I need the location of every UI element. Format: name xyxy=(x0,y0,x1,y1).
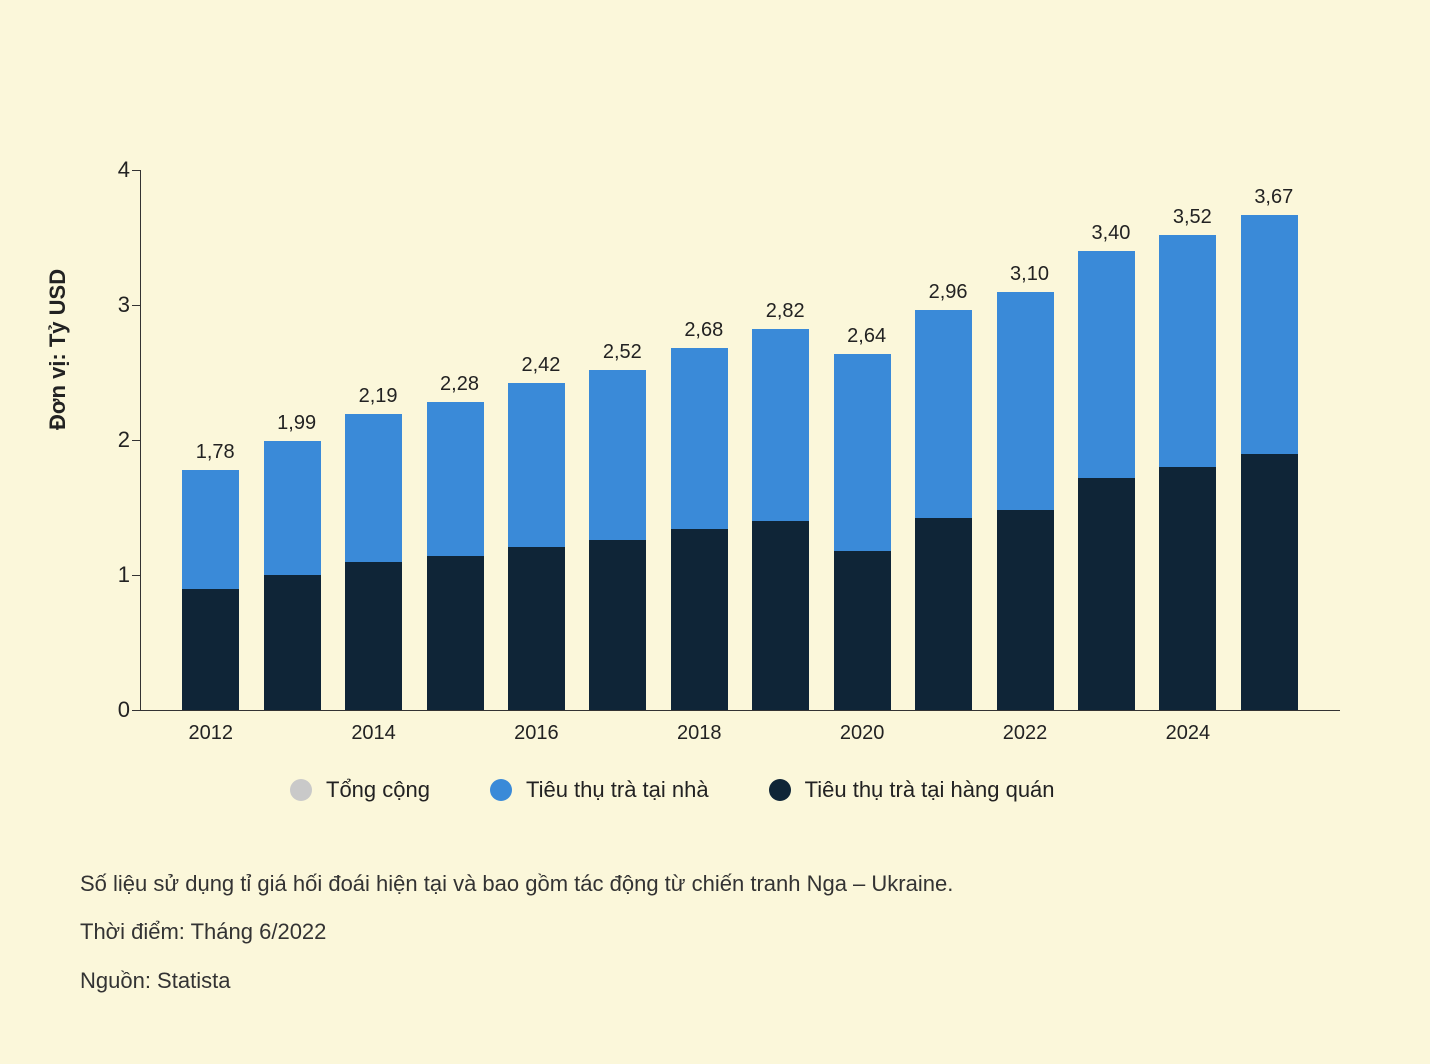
x-tick-label: 2020 xyxy=(840,722,885,745)
bar-group: 1,78 xyxy=(182,470,239,710)
bar-segment-at_home xyxy=(427,402,484,556)
footnote-main: Số liệu sử dụng tỉ giá hối đoái hiện tại… xyxy=(80,860,953,908)
footnote-source: Nguồn: Statista xyxy=(80,957,953,1005)
bar-segment-out_of_home xyxy=(345,562,402,711)
bar-segment-out_of_home xyxy=(1078,478,1135,710)
legend-label-at-home: Tiêu thụ trà tại nhà xyxy=(526,777,709,803)
bar-segment-at_home xyxy=(264,441,321,575)
bar-group: 3,10 xyxy=(997,292,1054,711)
x-tick-label: 2018 xyxy=(677,722,722,745)
x-tick-label: 2024 xyxy=(1166,722,1211,745)
bar-segment-at_home xyxy=(589,370,646,540)
bar-segment-out_of_home xyxy=(915,518,972,710)
legend-item-total: Tổng cộng xyxy=(290,777,430,803)
legend-item-out-of-home: Tiêu thụ trà tại hàng quán xyxy=(769,777,1055,803)
bar-segment-at_home xyxy=(752,329,809,521)
bar-segment-at_home xyxy=(508,383,565,546)
bar-group: 3,40 xyxy=(1078,251,1135,710)
legend-swatch-total xyxy=(290,779,312,801)
y-tick-label: 2 xyxy=(90,427,130,453)
bar-group: 2,68 xyxy=(671,348,728,710)
bar-segment-at_home xyxy=(182,470,239,589)
x-tick-label: 2016 xyxy=(514,722,559,745)
bar-segment-out_of_home xyxy=(834,551,891,710)
bar-segment-out_of_home xyxy=(427,556,484,710)
page-root: Đơn vị: Tỷ USD 012341,781,992,192,282,42… xyxy=(0,0,1430,1064)
bar-total-label: 2,64 xyxy=(817,325,917,354)
bar-segment-out_of_home xyxy=(264,575,321,710)
legend-swatch-out-of-home xyxy=(769,779,791,801)
legend-label-out-of-home: Tiêu thụ trà tại hàng quán xyxy=(805,777,1055,803)
chart-footnotes: Số liệu sử dụng tỉ giá hối đoái hiện tại… xyxy=(80,860,953,1005)
legend-label-total: Tổng cộng xyxy=(326,777,430,803)
y-tick-label: 3 xyxy=(90,292,130,318)
bar-segment-at_home xyxy=(345,414,402,561)
bar-total-label: 1,78 xyxy=(165,441,265,470)
x-tick-label: 2022 xyxy=(1003,722,1048,745)
bar-segment-out_of_home xyxy=(508,547,565,710)
bar-group: 3,52 xyxy=(1159,235,1216,710)
bar-segment-out_of_home xyxy=(671,529,728,710)
bar-group: 2,52 xyxy=(589,370,646,710)
bar-group: 2,28 xyxy=(427,402,484,710)
legend-swatch-at-home xyxy=(490,779,512,801)
y-tick-mark xyxy=(132,440,140,441)
bar-group: 1,99 xyxy=(264,441,321,710)
y-tick-label: 0 xyxy=(90,697,130,723)
chart-legend: Tổng cộng Tiêu thụ trà tại nhà Tiêu thụ … xyxy=(290,770,1290,810)
y-tick-mark xyxy=(132,710,140,711)
bar-segment-out_of_home xyxy=(182,589,239,711)
bar-segment-at_home xyxy=(915,310,972,518)
bar-segment-at_home xyxy=(671,348,728,529)
bar-group: 2,42 xyxy=(508,383,565,710)
footnote-time: Thời điểm: Tháng 6/2022 xyxy=(80,908,953,956)
y-axis-label: Đơn vị: Tỷ USD xyxy=(45,269,71,430)
y-tick-mark xyxy=(132,170,140,171)
y-tick-label: 4 xyxy=(90,157,130,183)
y-tick-label: 1 xyxy=(90,562,130,588)
bar-segment-out_of_home xyxy=(997,510,1054,710)
bar-total-label: 1,99 xyxy=(247,412,347,441)
y-tick-mark xyxy=(132,575,140,576)
bar-segment-out_of_home xyxy=(1159,467,1216,710)
bar-total-label: 3,10 xyxy=(980,263,1080,292)
x-axis-line xyxy=(140,710,1340,711)
bar-segment-at_home xyxy=(1159,235,1216,467)
bar-group: 2,96 xyxy=(915,310,972,710)
bar-segment-at_home xyxy=(1241,215,1298,454)
y-axis-line xyxy=(140,170,141,710)
bar-total-label: 3,67 xyxy=(1224,186,1324,215)
y-tick-mark xyxy=(132,305,140,306)
bar-segment-out_of_home xyxy=(1241,454,1298,711)
bar-segment-out_of_home xyxy=(589,540,646,710)
bar-segment-out_of_home xyxy=(752,521,809,710)
x-tick-label: 2014 xyxy=(351,722,396,745)
bar-group: 3,67 xyxy=(1241,215,1298,710)
chart-plot-area: 012341,781,992,192,282,422,522,682,822,6… xyxy=(140,170,1340,710)
bar-group: 2,19 xyxy=(345,414,402,710)
bar-group: 2,64 xyxy=(834,354,891,710)
bar-segment-at_home xyxy=(834,354,891,551)
bar-group: 2,82 xyxy=(752,329,809,710)
bar-segment-at_home xyxy=(997,292,1054,511)
bar-segment-at_home xyxy=(1078,251,1135,478)
legend-item-at-home: Tiêu thụ trà tại nhà xyxy=(490,777,709,803)
x-tick-label: 2012 xyxy=(188,722,233,745)
